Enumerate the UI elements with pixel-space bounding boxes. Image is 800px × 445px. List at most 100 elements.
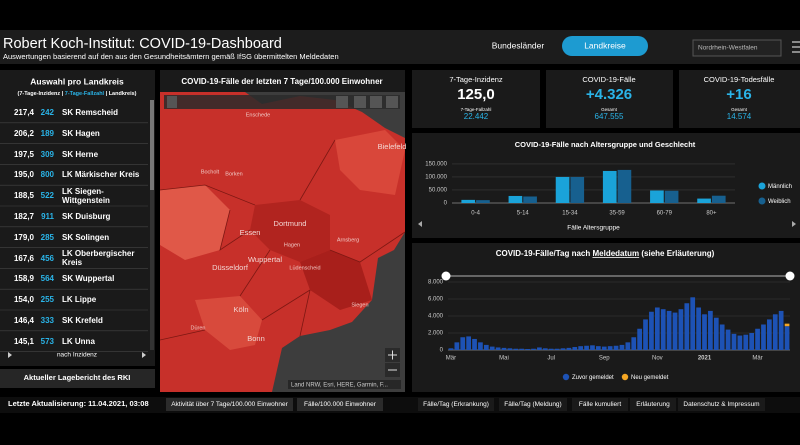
scrollbar[interactable] bbox=[150, 100, 154, 350]
map-place-label: Bocholt bbox=[201, 169, 220, 175]
bar bbox=[548, 348, 554, 350]
bookmark-icon[interactable] bbox=[354, 96, 366, 108]
bottom-tab[interactable] bbox=[418, 398, 494, 411]
list-row[interactable]: 179,0 285 SK Solingen bbox=[0, 227, 148, 248]
bar bbox=[719, 324, 725, 350]
bar bbox=[596, 346, 601, 350]
region-select[interactable] bbox=[692, 39, 782, 57]
map-place-label: Borken bbox=[225, 171, 242, 177]
bar bbox=[772, 314, 778, 350]
kpi-label: 7-Tage-Inzidenz bbox=[449, 75, 503, 84]
bottom-tab-label[interactable]: Fälle kumuliert bbox=[579, 401, 621, 408]
legend-swatch bbox=[562, 373, 570, 381]
bottom-tab-label[interactable]: Fälle/Tag (Erkrankung) bbox=[423, 401, 489, 408]
bottom-tab-label[interactable]: Datenschutz & Impressum bbox=[683, 401, 759, 408]
cases: 285 bbox=[40, 232, 54, 242]
report-button-label[interactable]: Aktueller Lagebericht des RKI bbox=[24, 373, 131, 382]
tab[interactable]: Bundesländer bbox=[492, 40, 545, 50]
sort-label[interactable]: nach Inzidenz bbox=[57, 352, 97, 359]
select-icon[interactable] bbox=[167, 96, 177, 108]
district-name: LK Märkischer Kreis bbox=[62, 170, 140, 180]
bar bbox=[784, 323, 790, 327]
bottom-tab-label[interactable]: Fälle/Tag (Meldung) bbox=[504, 401, 561, 408]
list-row[interactable]: 146,4 333 SK Krefeld bbox=[0, 310, 148, 331]
legend-part: (7-Tage-Inzidenz | bbox=[17, 91, 63, 97]
cases: 333 bbox=[40, 316, 54, 325]
incidence: 182,7 bbox=[13, 212, 34, 221]
bar bbox=[448, 348, 454, 350]
map-place-label: Enschede bbox=[246, 112, 270, 118]
cases: 456 bbox=[40, 253, 54, 263]
list-row[interactable]: 206,2 189 SK Hagen bbox=[0, 123, 148, 144]
bar bbox=[523, 196, 537, 203]
legend-label: Neu gemeldet bbox=[631, 375, 669, 381]
incidence: 197,5 bbox=[13, 149, 34, 159]
district-name: SK Duisburg bbox=[62, 212, 111, 221]
map-place-label: Hagen bbox=[284, 242, 300, 248]
bar bbox=[531, 348, 536, 350]
cases: 242 bbox=[40, 108, 54, 117]
list-row[interactable]: 197,5 309 SK Herne bbox=[0, 144, 148, 165]
list-row[interactable]: 158,9 564 SK Wuppertal bbox=[0, 268, 148, 289]
list-row[interactable]: 145,1 573 LK Unna bbox=[0, 331, 148, 352]
daily-chart-panel bbox=[412, 243, 800, 392]
y-tick-label: 4.000 bbox=[428, 314, 444, 320]
bottom-tab[interactable] bbox=[678, 398, 765, 411]
map[interactable] bbox=[159, 92, 406, 392]
bottom-tab[interactable] bbox=[499, 398, 567, 411]
list-panel bbox=[0, 70, 155, 366]
x-tick-label: Mai bbox=[499, 356, 509, 362]
title-part: COVID-19-Fälle/Tag nach bbox=[496, 249, 593, 258]
list-row[interactable]: 167,6 456 LK Oberbergischer Kreis bbox=[0, 248, 148, 269]
list-row[interactable]: 217,4 242 SK Remscheid bbox=[0, 102, 148, 123]
list-row[interactable]: 182,7 911 SK Duisburg bbox=[0, 206, 148, 227]
map-region bbox=[300, 250, 372, 310]
bar bbox=[461, 199, 476, 203]
y-tick-label: 0 bbox=[444, 201, 448, 207]
grid-icon[interactable] bbox=[386, 96, 398, 108]
bottom-tab[interactable] bbox=[630, 398, 676, 411]
map-region bbox=[195, 296, 262, 350]
kpi-sub-label: Gesamt bbox=[731, 107, 748, 112]
bar bbox=[637, 328, 642, 350]
scrollbar-thumb[interactable] bbox=[150, 100, 154, 190]
slider-handle[interactable] bbox=[785, 271, 795, 281]
bottom-tab-label[interactable]: Erläuterung bbox=[636, 401, 670, 408]
list-row[interactable]: 195,0 800 LK Märkischer Kreis bbox=[0, 164, 148, 185]
title-part[interactable]: Meldedatum bbox=[592, 249, 639, 258]
slider-handle[interactable] bbox=[441, 271, 451, 281]
bar bbox=[731, 333, 737, 350]
kpi-sub-value: 647.555 bbox=[595, 112, 624, 121]
bar bbox=[537, 347, 542, 350]
bar bbox=[654, 307, 660, 350]
report-button[interactable] bbox=[0, 369, 155, 388]
bottom-tab[interactable] bbox=[297, 398, 383, 411]
region-select-label[interactable]: Nordrhein-Westfalen bbox=[698, 45, 758, 52]
tab-active[interactable] bbox=[562, 36, 648, 56]
incidence: 188,5 bbox=[13, 191, 34, 201]
bar bbox=[755, 328, 760, 350]
list-row[interactable]: 154,0 255 LK Lippe bbox=[0, 289, 148, 310]
list-icon[interactable] bbox=[370, 96, 382, 108]
bottom-tab[interactable] bbox=[166, 398, 293, 411]
x-tick-label: 2021 bbox=[698, 356, 712, 362]
search-icon[interactable] bbox=[336, 96, 348, 108]
map-place-label: Essen bbox=[240, 228, 261, 237]
bottom-tab-label[interactable]: Fälle/100.000 Einwohner bbox=[304, 401, 377, 408]
bar bbox=[495, 347, 501, 350]
x-tick-label: Mär bbox=[446, 356, 456, 362]
bar bbox=[601, 346, 607, 350]
bottom-tab-label[interactable]: Aktivität über 7 Tage/100.000 Einwohner bbox=[171, 401, 288, 408]
menu-icon[interactable] bbox=[792, 41, 800, 53]
tab[interactable]: Landkreise bbox=[584, 40, 626, 50]
kpi-value: 125,0 bbox=[457, 86, 495, 103]
map-place-label: Düren bbox=[191, 325, 206, 331]
list-row[interactable]: 188,5 522 LK Siegen-Wittgenstein bbox=[0, 185, 148, 206]
x-tick-label: Mär bbox=[752, 356, 762, 362]
bottom-tab[interactable] bbox=[572, 398, 628, 411]
page-title: Robert Koch-Institut: COVID-19-Dashboard bbox=[3, 36, 282, 52]
x-axis-label: Fälle Altersgruppe bbox=[567, 225, 620, 232]
